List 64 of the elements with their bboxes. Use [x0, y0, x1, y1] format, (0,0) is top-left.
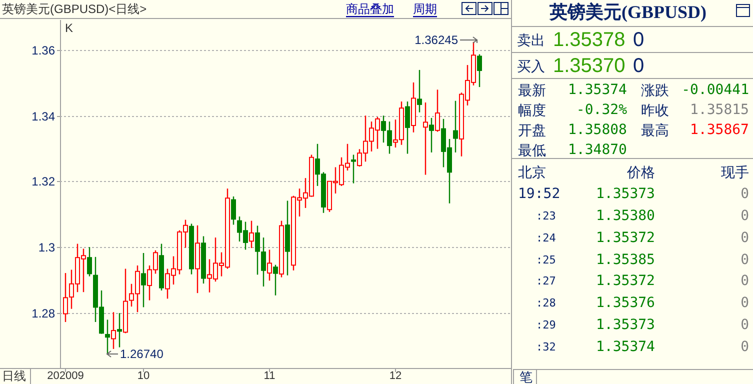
text: 最低: [518, 142, 546, 158]
text: 1.35372: [596, 230, 655, 246]
text: :27: [536, 274, 556, 288]
text: 北京: [518, 164, 546, 180]
text: 买入: [517, 58, 545, 74]
text: 1.35808: [568, 122, 627, 138]
text: 0: [740, 273, 749, 289]
text: 0: [633, 55, 644, 77]
text: 现手: [721, 164, 749, 180]
text: 1.35374: [596, 339, 655, 355]
text: 卖出: [517, 32, 545, 48]
x-tick-label: 12: [389, 370, 402, 382]
text: :24: [536, 232, 556, 244]
text: 1.35867: [690, 122, 749, 138]
text: -0.32%: [576, 102, 628, 118]
text: 0: [740, 208, 749, 224]
text: 幅度: [518, 102, 546, 118]
text: 0: [740, 186, 749, 202]
text: 涨跌: [641, 82, 669, 98]
text: 日线: [2, 369, 26, 383]
text: :23: [536, 210, 556, 222]
text: 0: [740, 339, 749, 355]
x-tick-label: 202009: [47, 370, 84, 382]
text: 价格: [626, 164, 655, 180]
text: 1.35376: [596, 295, 655, 311]
text: 0: [740, 230, 749, 246]
y-tick-label: 1.28: [32, 306, 56, 320]
text: 0: [740, 295, 749, 311]
text: :29: [536, 318, 556, 332]
text: 1.35373: [596, 186, 655, 202]
text: 1.34870: [568, 142, 627, 158]
text: :32: [536, 340, 556, 354]
chart-title: 英镑美元(GBPUSD)<日线>: [2, 2, 147, 16]
x-tick-label: 10: [137, 370, 150, 382]
y-tick-label: 1.32: [32, 174, 56, 188]
x-tick-label: 11: [264, 370, 276, 382]
text: 英镑美元(GBPUSD): [548, 2, 707, 22]
text: 1.35370: [553, 55, 626, 77]
text: 1.35385: [596, 252, 655, 268]
text: 1.35378: [553, 29, 626, 51]
annotation: 1.36245: [414, 33, 458, 47]
text: 19:52: [518, 186, 560, 202]
text: 1.35815: [690, 102, 749, 118]
text: 开盘: [518, 122, 546, 138]
y-tick-label: 1.3: [38, 240, 56, 254]
text: 1.35380: [596, 208, 655, 224]
y-tick-label: 1.36: [32, 44, 56, 58]
text: 最新: [518, 82, 546, 98]
text: 0: [633, 29, 644, 51]
text: 1.35373: [596, 317, 655, 333]
text: :25: [536, 254, 556, 266]
y-tick-label: 1.34: [32, 110, 56, 124]
text: 周期: [413, 2, 437, 16]
text: 最高: [641, 122, 669, 138]
text: 1.35374: [568, 82, 627, 98]
text: 商品叠加: [346, 2, 394, 16]
text: 0: [740, 317, 749, 333]
text: 0: [740, 252, 749, 268]
text: -0.00441: [682, 82, 749, 98]
text: 昨收: [641, 102, 669, 118]
annotation: 1.26740: [120, 347, 164, 361]
annotation: K: [65, 21, 74, 35]
text: :28: [536, 296, 556, 310]
text: 1.35372: [596, 273, 655, 289]
